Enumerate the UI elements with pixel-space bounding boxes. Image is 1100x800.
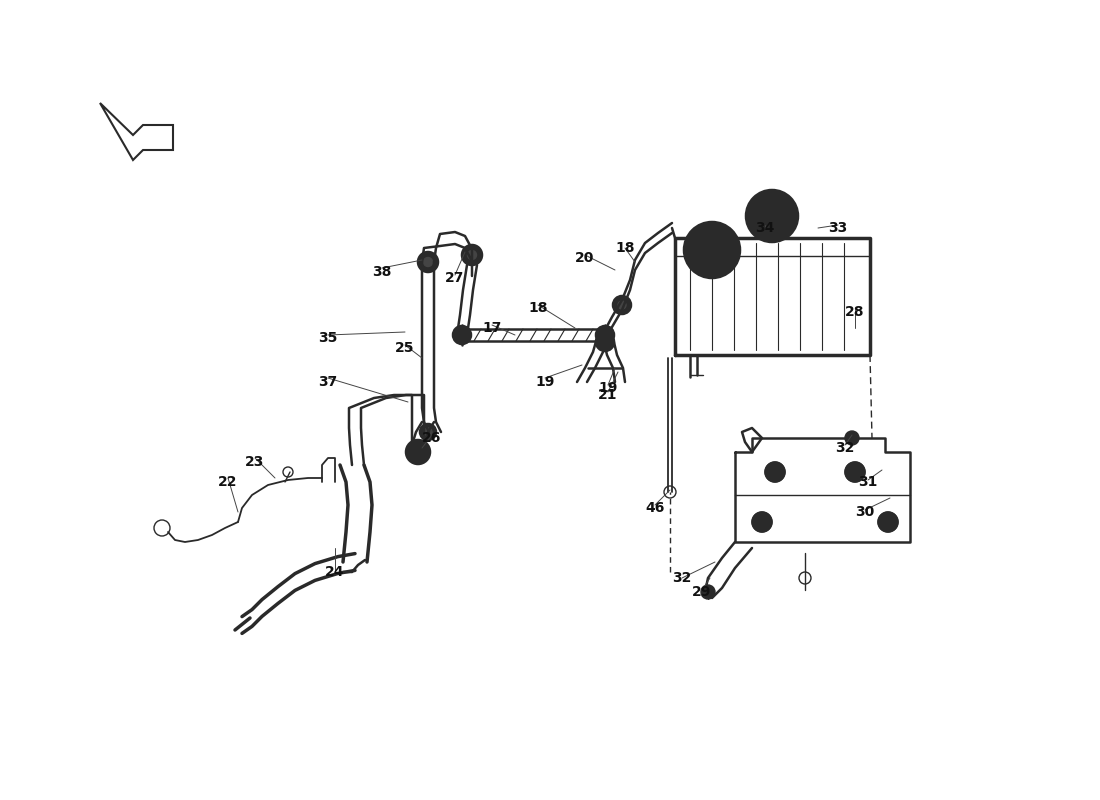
Text: 22: 22	[218, 475, 238, 489]
Circle shape	[453, 326, 471, 344]
Text: 35: 35	[318, 331, 338, 345]
Text: 23: 23	[245, 455, 265, 469]
Circle shape	[763, 199, 781, 217]
Text: 38: 38	[372, 265, 392, 279]
Text: 18: 18	[615, 241, 635, 255]
Circle shape	[420, 424, 436, 440]
Text: 34: 34	[756, 221, 774, 235]
Polygon shape	[100, 103, 173, 160]
Text: 17: 17	[482, 321, 502, 335]
Text: 25: 25	[395, 341, 415, 355]
Text: 31: 31	[858, 475, 878, 489]
Circle shape	[596, 333, 614, 351]
Circle shape	[845, 431, 859, 445]
Text: 20: 20	[575, 251, 595, 265]
Circle shape	[701, 585, 715, 599]
Circle shape	[468, 250, 476, 259]
Circle shape	[418, 252, 438, 272]
Circle shape	[424, 258, 432, 266]
Circle shape	[601, 331, 609, 339]
Text: 18: 18	[528, 301, 548, 315]
Circle shape	[878, 512, 898, 532]
Circle shape	[684, 222, 740, 278]
Circle shape	[752, 512, 772, 532]
Text: 24: 24	[326, 565, 344, 579]
Text: 28: 28	[845, 305, 865, 319]
Circle shape	[746, 190, 798, 242]
Text: 37: 37	[318, 375, 338, 389]
Circle shape	[458, 331, 466, 339]
Text: 29: 29	[692, 585, 712, 599]
Text: 19: 19	[598, 381, 618, 395]
Circle shape	[406, 440, 430, 464]
Circle shape	[845, 462, 865, 482]
Text: 32: 32	[672, 571, 692, 585]
Text: 21: 21	[598, 388, 618, 402]
Text: 46: 46	[646, 501, 664, 515]
Text: 26: 26	[422, 431, 442, 445]
Text: 30: 30	[856, 505, 875, 519]
Circle shape	[424, 428, 432, 436]
Circle shape	[764, 462, 785, 482]
Text: 19: 19	[536, 375, 554, 389]
Text: 27: 27	[446, 271, 464, 285]
Circle shape	[618, 301, 626, 309]
Circle shape	[596, 326, 614, 344]
Circle shape	[462, 245, 482, 265]
Text: 32: 32	[835, 441, 855, 455]
Circle shape	[613, 296, 631, 314]
Text: 33: 33	[828, 221, 848, 235]
